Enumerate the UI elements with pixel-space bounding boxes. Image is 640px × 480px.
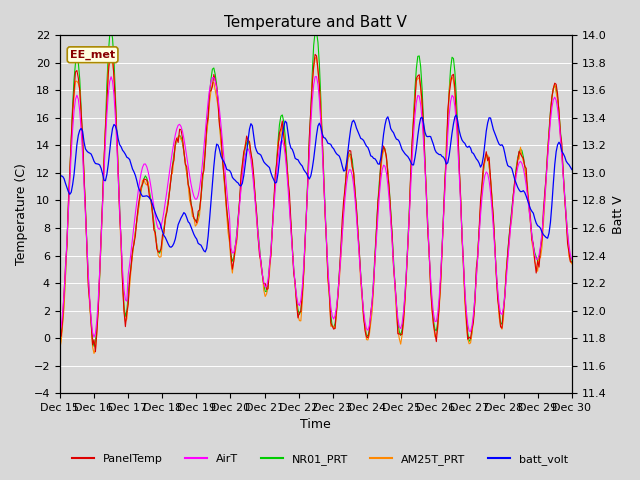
Y-axis label: Batt V: Batt V <box>612 195 625 234</box>
Text: EE_met: EE_met <box>70 49 115 60</box>
Y-axis label: Temperature (C): Temperature (C) <box>15 163 28 265</box>
X-axis label: Time: Time <box>300 419 331 432</box>
Title: Temperature and Batt V: Temperature and Batt V <box>225 15 407 30</box>
Legend: PanelTemp, AirT, NR01_PRT, AM25T_PRT, batt_volt: PanelTemp, AirT, NR01_PRT, AM25T_PRT, ba… <box>68 450 572 469</box>
